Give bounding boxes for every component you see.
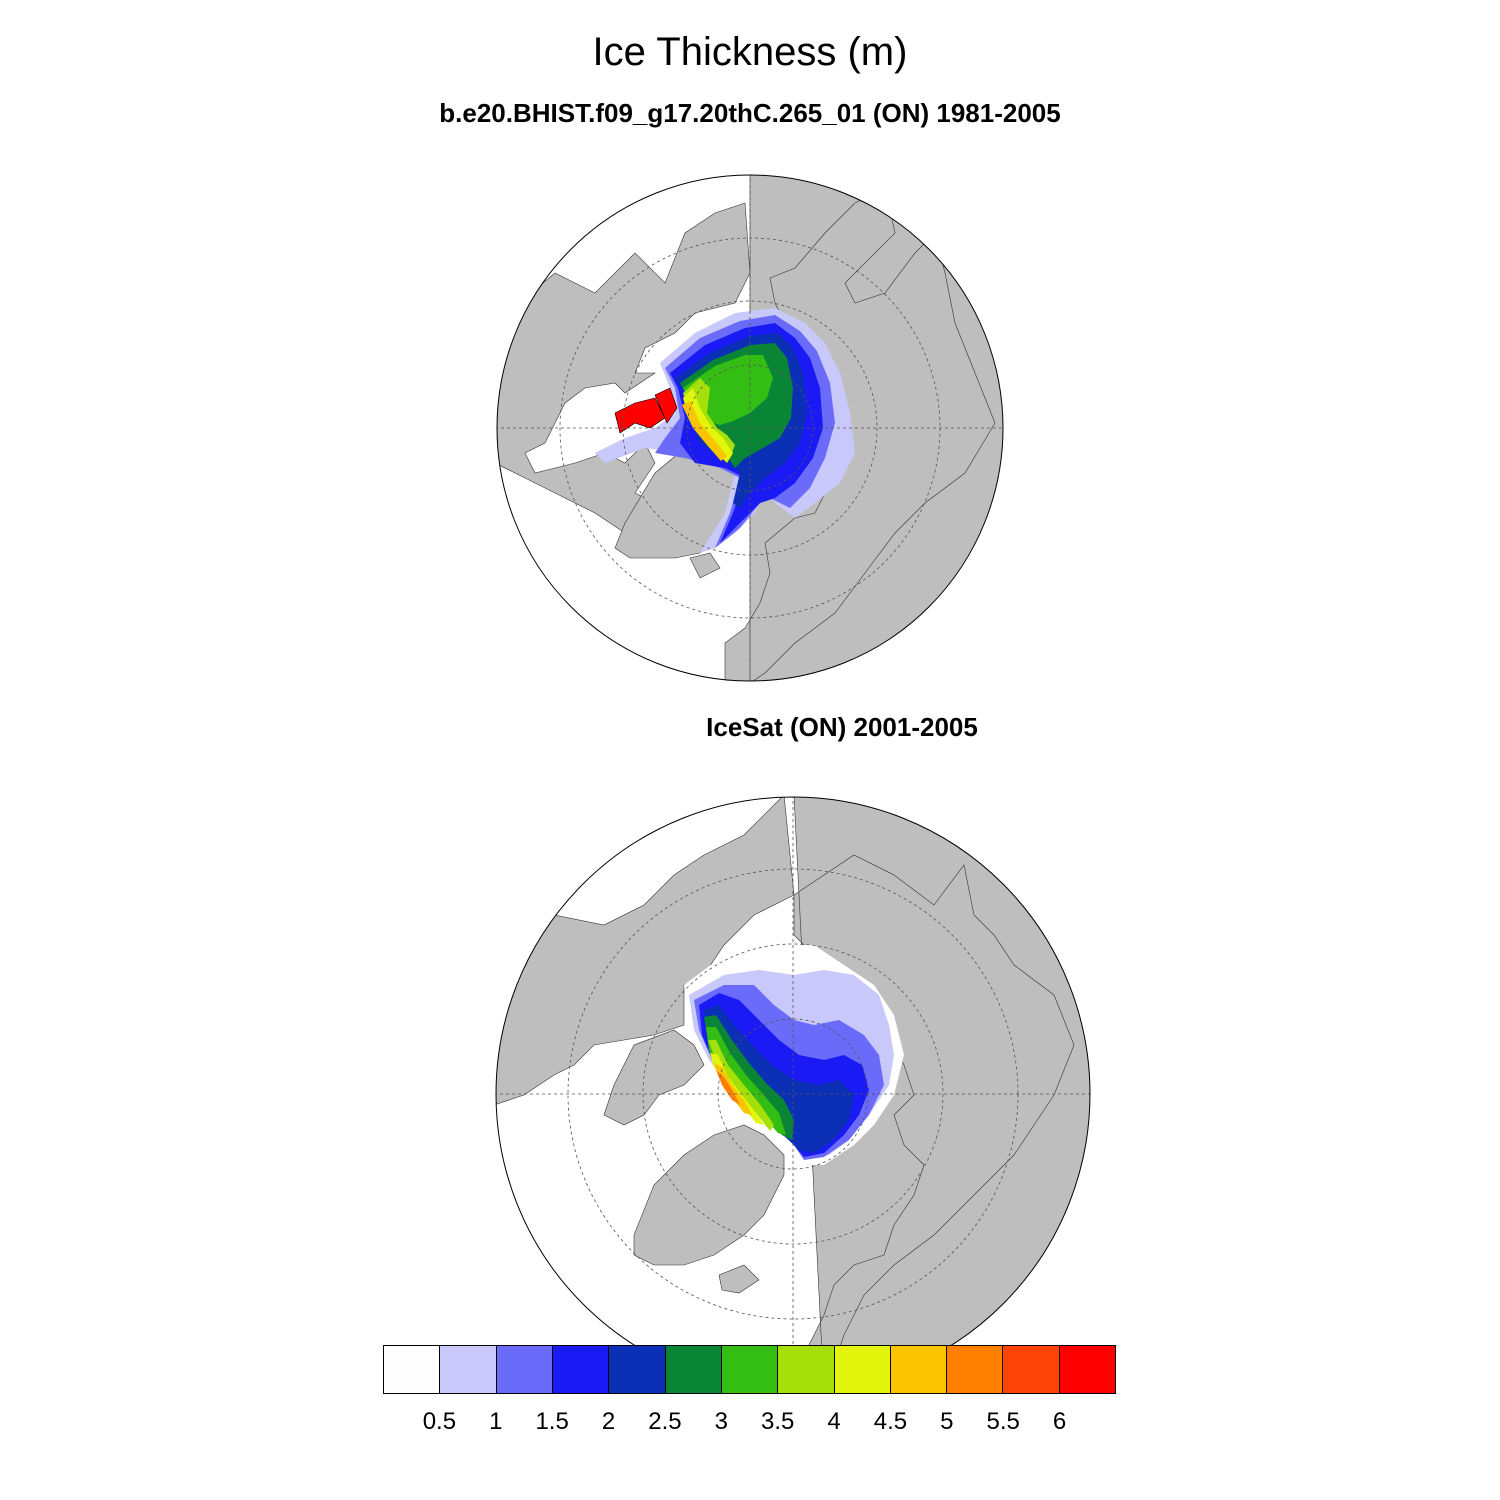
polar-map-icesat xyxy=(495,796,1091,1392)
colorbar-tick-label: 4 xyxy=(827,1408,841,1435)
land-iceland xyxy=(718,1264,760,1294)
colorbar-swatch xyxy=(778,1346,835,1393)
colorbar-swatch xyxy=(496,1346,553,1393)
colorbar-tick-label: 1.5 xyxy=(535,1408,569,1435)
colorbar-tick-label: 3 xyxy=(714,1408,728,1435)
colorbar-tick-label: 2.5 xyxy=(648,1408,682,1435)
ice-band-5 xyxy=(714,1063,752,1115)
panel-top-subtitle: b.e20.BHIST.f09_g17.20thC.265_01 (ON) 19… xyxy=(439,98,1061,128)
ice-band-5 xyxy=(682,401,727,461)
ice-band-4.5 xyxy=(683,388,733,463)
colorbar xyxy=(383,1345,1116,1394)
colorbar-swatch xyxy=(609,1346,666,1393)
colorbar-swatch xyxy=(440,1346,497,1393)
ice-band-5.5 xyxy=(716,1070,740,1105)
colorbar-tick-label: 6 xyxy=(1052,1408,1067,1435)
land-svalbard-islands xyxy=(689,552,721,579)
colorbar-swatch xyxy=(890,1346,948,1393)
polar-map-model xyxy=(496,174,1004,682)
colorbar-swatch xyxy=(1059,1346,1116,1393)
land-greenland xyxy=(633,1124,785,1266)
colorbar-tick-label: 5 xyxy=(940,1408,954,1435)
panel-bottom-subtitle: IceSat (ON) 2001-2005 xyxy=(706,712,978,742)
ice-band-4 xyxy=(708,1040,774,1131)
colorbar-tick-label: 3.5 xyxy=(761,1408,795,1435)
colorbar-swatch xyxy=(721,1346,779,1393)
land-canada-islands xyxy=(603,1029,705,1126)
land-eurasia xyxy=(724,175,1003,681)
colorbar-tick-label: 4.5 xyxy=(873,1408,908,1435)
colorbar-tick-label: 1 xyxy=(489,1408,503,1435)
colorbar-tick-label: 5.5 xyxy=(986,1408,1020,1435)
ice-band-2.5 xyxy=(704,1005,854,1153)
figure-title: Ice Thickness (m) xyxy=(592,30,908,74)
colorbar-swatch xyxy=(552,1346,610,1393)
colorbar-swatch xyxy=(947,1346,1004,1393)
colorbar-swatch xyxy=(834,1346,891,1393)
colorbar-tick-label: 2 xyxy=(601,1408,616,1435)
ice-band-6 xyxy=(614,387,678,434)
colorbar-swatch xyxy=(1003,1346,1060,1393)
graticule xyxy=(496,797,1090,1391)
ice-band-3.5 xyxy=(706,1027,786,1135)
colorbar-swatch xyxy=(665,1346,722,1393)
land-canada xyxy=(496,797,795,1106)
graticule xyxy=(497,175,1003,681)
map-border xyxy=(496,174,1004,682)
colorbar-swatch xyxy=(384,1346,441,1393)
colorbar-tick-label: 0.5 xyxy=(422,1408,457,1435)
